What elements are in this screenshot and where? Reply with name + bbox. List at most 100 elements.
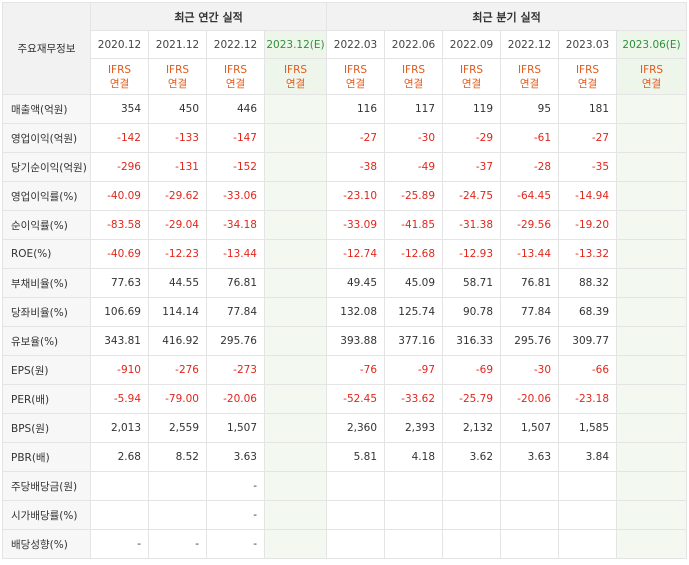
standard-line2: 연결	[403, 77, 424, 90]
table-cell: -13.44	[206, 239, 265, 269]
accounting-standard-header: IFRS 연결	[442, 58, 502, 95]
table-row: 배당성향(%) - - -	[2, 529, 688, 559]
corner-label: 주요재무정보	[2, 2, 91, 95]
standard-line1: IFRS	[343, 63, 368, 76]
standard-line1: IFRS	[401, 63, 426, 76]
table-cell	[442, 529, 502, 559]
table-cell: 77.84	[500, 297, 560, 327]
table-cell: 49.45	[326, 268, 386, 298]
table-row: PBR(배) 2.68 8.52 3.63 5.81 4.18 3.62 3.63 3.84	[2, 442, 688, 472]
accounting-standard-header: IFRS 연결	[263, 58, 328, 95]
accounting-standard-header: IFRS 연결	[206, 58, 265, 95]
row-label: 영업이익률(%)	[2, 181, 91, 211]
table-cell: -14.94	[558, 181, 618, 211]
table-cell	[90, 471, 149, 501]
accounting-standard-header: IFRS 연결	[148, 58, 207, 95]
accounting-standard-header: IFRS 연결	[558, 58, 618, 95]
row-label: 영업이익(억원)	[2, 123, 91, 153]
table-cell: -41.85	[384, 210, 444, 240]
standard-line2: 연결	[167, 77, 188, 90]
table-cell	[263, 94, 328, 124]
table-cell: -34.18	[206, 210, 265, 240]
table-row: 시가배당률(%) -	[2, 500, 688, 530]
standard-line1: IFRS	[107, 63, 132, 76]
table-cell	[263, 500, 328, 530]
table-row: BPS(원) 2,013 2,559 1,507 2,360 2,393 2,132 1,50…	[2, 413, 688, 443]
table-cell: 68.39	[558, 297, 618, 327]
table-cell: 343.81	[90, 326, 149, 356]
table-row: PER(배) -5.94 -79.00 -20.06 -52.45 -33.62 -25.7…	[2, 384, 688, 414]
table-cell: -69	[442, 355, 502, 385]
table-cell: -33.09	[326, 210, 386, 240]
table-cell: -97	[384, 355, 444, 385]
table-cell	[263, 239, 328, 269]
table-cell: 3.63	[500, 442, 560, 472]
table-cell	[263, 529, 328, 559]
table-cell	[616, 123, 688, 153]
table-cell: -	[206, 500, 265, 530]
row-label: BPS(원)	[2, 413, 91, 443]
table-cell	[263, 152, 328, 182]
table-cell	[616, 152, 688, 182]
table-cell: 119	[442, 94, 502, 124]
standard-line2: 연결	[461, 77, 482, 90]
table-cell	[442, 471, 502, 501]
table-cell: -37	[442, 152, 502, 182]
table-row: 유보율(%) 343.81 416.92 295.76 393.88 377.16 316.…	[2, 326, 688, 356]
row-label: 주당배당금(원)	[2, 471, 91, 501]
table-cell: 1,507	[500, 413, 560, 443]
table-row: 영업이익(억원) -142 -133 -147 -27 -30 -29 -61 -27	[2, 123, 688, 153]
table-cell	[558, 529, 618, 559]
table-cell: -12.23	[148, 239, 207, 269]
table-cell: 77.63	[90, 268, 149, 298]
standard-line2: 연결	[285, 77, 306, 90]
table-cell: -13.32	[558, 239, 618, 269]
row-label: 유보율(%)	[2, 326, 91, 356]
table-cell: 181	[558, 94, 618, 124]
table-cell: 8.52	[148, 442, 207, 472]
table-cell	[616, 355, 688, 385]
row-label: PBR(배)	[2, 442, 91, 472]
table-cell	[500, 471, 560, 501]
table-cell: -276	[148, 355, 207, 385]
table-cell: 295.76	[206, 326, 265, 356]
table-cell: -13.44	[500, 239, 560, 269]
table-cell: -27	[326, 123, 386, 153]
row-label: 매출액(억원)	[2, 94, 91, 124]
period-header: 2022.12	[206, 30, 265, 59]
table-cell: -38	[326, 152, 386, 182]
table-cell: 295.76	[500, 326, 560, 356]
standard-line2: 연결	[225, 77, 246, 90]
table-cell: -147	[206, 123, 265, 153]
table-cell	[263, 326, 328, 356]
period-header: 2023.03	[558, 30, 618, 59]
table-cell: 1,585	[558, 413, 618, 443]
table-cell: 1,507	[206, 413, 265, 443]
table-cell: 4.18	[384, 442, 444, 472]
table-cell	[616, 94, 688, 124]
table-cell: -	[90, 529, 149, 559]
table-cell: -79.00	[148, 384, 207, 414]
table-cell	[616, 239, 688, 269]
table-cell	[263, 413, 328, 443]
standard-line1: IFRS	[459, 63, 484, 76]
table-cell: -64.45	[500, 181, 560, 211]
table-cell	[263, 384, 328, 414]
period-header: 2023.06(E)	[616, 30, 688, 59]
table-cell: -40.69	[90, 239, 149, 269]
table-body: 매출액(억원) 354 450 446 116 117 119 95 181 영업이익(억원) -1…	[2, 94, 688, 559]
row-label: 배당성향(%)	[2, 529, 91, 559]
period-header: 2022.09	[442, 30, 502, 59]
table-cell	[500, 500, 560, 530]
standard-line1: IFRS	[517, 63, 542, 76]
period-header: 2021.12	[148, 30, 207, 59]
table-cell: -	[148, 529, 207, 559]
table-cell: -20.06	[206, 384, 265, 414]
row-label: 순이익률(%)	[2, 210, 91, 240]
table-cell	[616, 413, 688, 443]
accounting-standard-header: IFRS 연결	[500, 58, 560, 95]
table-row: 영업이익률(%) -40.09 -29.62 -33.06 -23.10 -25.89 -2…	[2, 181, 688, 211]
table-cell: -12.93	[442, 239, 502, 269]
table-cell: -133	[148, 123, 207, 153]
table-cell	[263, 210, 328, 240]
